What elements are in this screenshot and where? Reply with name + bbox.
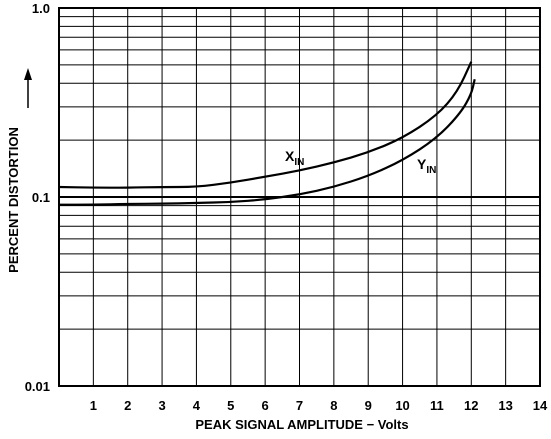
y-tick-label: 0.1 [32, 190, 50, 205]
series-line-yin [59, 78, 476, 206]
grid-lines [59, 8, 540, 386]
x-tick-label: 2 [124, 398, 131, 413]
y-tick-label: 1.0 [32, 1, 50, 16]
x-tick-label: 8 [330, 398, 337, 413]
y-axis-arrow [24, 68, 32, 108]
x-tick-label: 10 [395, 398, 409, 413]
x-tick-label: 7 [296, 398, 303, 413]
plot-frame [58, 7, 541, 387]
x-tick-label: 14 [533, 398, 548, 413]
x-tick-label: 3 [158, 398, 165, 413]
series-label-yin: YIN [417, 156, 436, 176]
x-tick-label: 13 [498, 398, 512, 413]
y-axis-label: PERCENT DISTORTION [6, 127, 21, 273]
x-tick-label: 4 [193, 398, 201, 413]
y-tick-label: 0.01 [25, 379, 50, 394]
x-tick-label: 12 [464, 398, 478, 413]
tick-labels: 1 2 3 4 5 6 7 8 9 10 11 12 13 140.010.11.0 [25, 1, 548, 413]
series-line-xin [58, 61, 473, 189]
x-tick-label: 1 [90, 398, 97, 413]
x-tick-label: 5 [227, 398, 234, 413]
series-label-xin: XIN [285, 148, 304, 168]
x-tick-label: 11 [430, 398, 444, 413]
x-tick-label: 6 [262, 398, 269, 413]
series-lines [58, 61, 476, 206]
x-axis-label: PEAK SIGNAL AMPLITUDE − Volts [195, 417, 408, 432]
x-tick-label: 9 [365, 398, 372, 413]
